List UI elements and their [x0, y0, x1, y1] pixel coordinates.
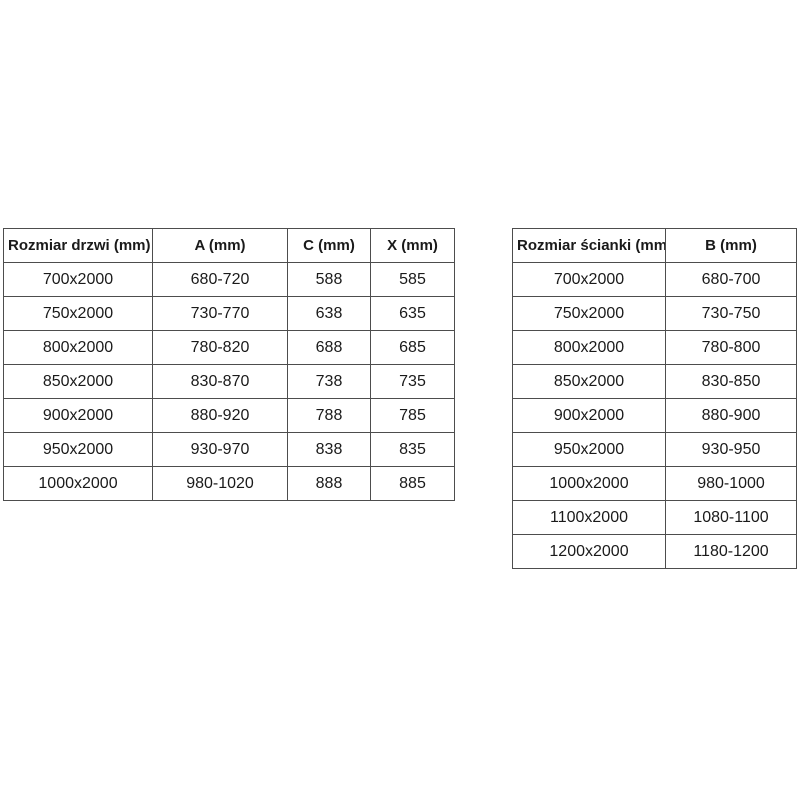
table-row: 750x2000 730-750 [512, 296, 797, 331]
table-cell: 730-750 [665, 296, 797, 331]
header-row: Rozmiar drzwi (mm) A (mm) C (mm) X (mm) [3, 228, 455, 263]
table-cell: 738 [287, 364, 371, 399]
table-cell: 800x2000 [3, 330, 153, 365]
table-cell: 900x2000 [512, 398, 666, 433]
table-cell: 800x2000 [512, 330, 666, 365]
table-cell: 980-1000 [665, 466, 797, 501]
table-cell: 830-870 [152, 364, 288, 399]
table-row: 950x2000 930-950 [512, 432, 797, 467]
table-cell: 830-850 [665, 364, 797, 399]
table-cell: 730-770 [152, 296, 288, 331]
table-cell: 788 [287, 398, 371, 433]
table-cell: 585 [370, 262, 455, 297]
table-cell: 680-700 [665, 262, 797, 297]
table-cell: 838 [287, 432, 371, 467]
table-cell: 900x2000 [3, 398, 153, 433]
table-row: 1100x2000 1080-1100 [512, 500, 797, 535]
column-header: Rozmiar ścianki (mm) [512, 228, 666, 263]
table-row: 900x2000 880-920 788 785 [3, 398, 455, 433]
column-header: B (mm) [665, 228, 797, 263]
column-header: X (mm) [370, 228, 455, 263]
door-size-table: Rozmiar drzwi (mm) A (mm) C (mm) X (mm) 700… [3, 228, 455, 501]
table-cell: 950x2000 [512, 432, 666, 467]
table-cell: 885 [370, 466, 455, 501]
table-cell: 680-720 [152, 262, 288, 297]
table-cell: 1000x2000 [512, 466, 666, 501]
wall-size-table: Rozmiar ścianki (mm) B (mm) 700x2000 680-7… [512, 228, 797, 569]
table-row: 700x2000 680-700 [512, 262, 797, 297]
table-cell: 1180-1200 [665, 534, 797, 569]
table-row: 800x2000 780-820 688 685 [3, 330, 455, 365]
table-row: 1200x2000 1180-1200 [512, 534, 797, 569]
table-cell: 700x2000 [3, 262, 153, 297]
table-row: 950x2000 930-970 838 835 [3, 432, 455, 467]
table-cell: 780-820 [152, 330, 288, 365]
column-header: C (mm) [287, 228, 371, 263]
header-row: Rozmiar ścianki (mm) B (mm) [512, 228, 797, 263]
table-cell: 735 [370, 364, 455, 399]
table-cell: 1000x2000 [3, 466, 153, 501]
table-cell: 785 [370, 398, 455, 433]
table-cell: 1200x2000 [512, 534, 666, 569]
table-cell: 688 [287, 330, 371, 365]
column-header: Rozmiar drzwi (mm) [3, 228, 153, 263]
table-cell: 750x2000 [512, 296, 666, 331]
table-row: 700x2000 680-720 588 585 [3, 262, 455, 297]
table-cell: 638 [287, 296, 371, 331]
table-row: 1000x2000 980-1020 888 885 [3, 466, 455, 501]
table-row: 850x2000 830-850 [512, 364, 797, 399]
table-cell: 1080-1100 [665, 500, 797, 535]
table-row: 800x2000 780-800 [512, 330, 797, 365]
table-cell: 888 [287, 466, 371, 501]
table-cell: 635 [370, 296, 455, 331]
table-cell: 950x2000 [3, 432, 153, 467]
table-cell: 685 [370, 330, 455, 365]
table-cell: 750x2000 [3, 296, 153, 331]
table-cell: 930-970 [152, 432, 288, 467]
table-cell: 850x2000 [512, 364, 666, 399]
table-row: 850x2000 830-870 738 735 [3, 364, 455, 399]
table-row: 750x2000 730-770 638 635 [3, 296, 455, 331]
table-row: 1000x2000 980-1000 [512, 466, 797, 501]
table-cell: 835 [370, 432, 455, 467]
table-cell: 850x2000 [3, 364, 153, 399]
table-cell: 880-900 [665, 398, 797, 433]
table-cell: 780-800 [665, 330, 797, 365]
table-cell: 1100x2000 [512, 500, 666, 535]
table-cell: 700x2000 [512, 262, 666, 297]
table-row: 900x2000 880-900 [512, 398, 797, 433]
table-cell: 880-920 [152, 398, 288, 433]
table-cell: 980-1020 [152, 466, 288, 501]
table-cell: 588 [287, 262, 371, 297]
column-header: A (mm) [152, 228, 288, 263]
table-cell: 930-950 [665, 432, 797, 467]
